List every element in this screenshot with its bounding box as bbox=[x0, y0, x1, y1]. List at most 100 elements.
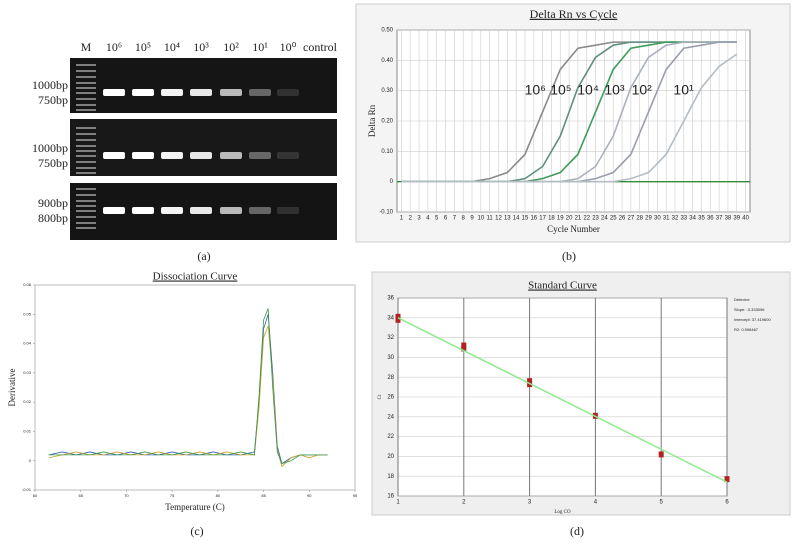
marker-label: 1000bp bbox=[32, 78, 68, 92]
annotation: R2: 0.998467 bbox=[734, 327, 759, 332]
ladder-band bbox=[76, 98, 96, 100]
lane-label: 10¹ bbox=[252, 40, 268, 54]
x-tick-label: 24 bbox=[601, 216, 608, 222]
ladder-band bbox=[76, 227, 96, 229]
x-tick-label: 28 bbox=[636, 216, 643, 222]
y-tick-label: 26 bbox=[387, 395, 394, 401]
y-tick-label: 0.20 bbox=[381, 119, 393, 125]
x-tick-label: 32 bbox=[672, 216, 679, 222]
ladder-band bbox=[76, 150, 96, 152]
sample-band bbox=[132, 152, 154, 159]
ladder-band bbox=[76, 222, 96, 224]
series-label: 10² bbox=[632, 81, 653, 97]
lane-label: M bbox=[81, 40, 92, 54]
sample-band bbox=[220, 152, 242, 159]
y-tick-label: 34 bbox=[387, 315, 394, 321]
x-tick-label: 38 bbox=[725, 216, 732, 222]
x-tick-label: 6 bbox=[444, 216, 448, 222]
y-axis-label: Delta Rn bbox=[367, 104, 377, 137]
ladder-band bbox=[76, 205, 96, 207]
x-tick-label: 39 bbox=[733, 216, 740, 222]
series-line bbox=[401, 53, 738, 183]
sample-band bbox=[190, 89, 212, 96]
series-label: 10⁵ bbox=[550, 81, 571, 97]
marker-label: 1000bp bbox=[32, 141, 68, 155]
sample-band bbox=[249, 207, 271, 214]
x-tick-label: 27 bbox=[628, 216, 635, 222]
sample-band bbox=[220, 207, 242, 214]
ladder-band bbox=[76, 167, 96, 169]
x-tick-label: 9 bbox=[470, 216, 474, 222]
y-tick-label: -0.10 bbox=[379, 210, 393, 216]
sample-band bbox=[161, 152, 183, 159]
x-tick-label: 10 bbox=[477, 216, 484, 222]
sample-band bbox=[277, 89, 299, 96]
ladder-band bbox=[76, 133, 96, 135]
y-tick-label: 0.30 bbox=[381, 88, 393, 94]
y-tick-label: 20 bbox=[387, 454, 394, 460]
x-tick-label: 37 bbox=[716, 216, 723, 222]
marker-label: 750bp bbox=[38, 93, 68, 107]
y-tick-label: 28 bbox=[387, 375, 394, 381]
ladder-band bbox=[76, 145, 96, 147]
lane-label: 10⁶ bbox=[106, 40, 122, 54]
annotation: Slope: -3.333096 bbox=[734, 307, 765, 312]
lane-label: 10⁵ bbox=[135, 40, 151, 54]
sample-band bbox=[103, 152, 125, 159]
ladder-band bbox=[76, 92, 96, 94]
y-axis-label: Ct bbox=[378, 394, 383, 399]
y-tick-label: 0.40 bbox=[381, 58, 393, 64]
x-tick-label: 7 bbox=[453, 216, 457, 222]
ladder-band bbox=[76, 139, 96, 141]
sample-band bbox=[190, 207, 212, 214]
x-tick-label: 5 bbox=[660, 500, 664, 506]
x-tick-label: 8 bbox=[462, 216, 466, 222]
x-tick-label: 25 bbox=[610, 216, 617, 222]
series-label: 10³ bbox=[604, 81, 625, 97]
x-tick-label: 12 bbox=[495, 216, 502, 222]
y-tick-label: 0.10 bbox=[381, 149, 393, 155]
ladder-band bbox=[76, 76, 96, 78]
x-tick-label: 1 bbox=[396, 500, 400, 506]
sample-band bbox=[103, 207, 125, 214]
series-label: 10⁴ bbox=[577, 81, 599, 97]
ladder-band bbox=[76, 64, 96, 66]
ladder-band bbox=[76, 82, 96, 84]
x-tick-label: 90 bbox=[307, 493, 312, 498]
y-tick-label: 36 bbox=[387, 296, 394, 302]
x-tick-label: 23 bbox=[592, 216, 599, 222]
sample-band bbox=[161, 89, 183, 96]
sample-band bbox=[132, 207, 154, 214]
y-axis-label: Derivative bbox=[7, 369, 17, 407]
series-line bbox=[48, 308, 328, 465]
y-tick-label: 18 bbox=[387, 474, 394, 480]
point bbox=[527, 378, 533, 385]
y-tick-label: 24 bbox=[387, 414, 394, 420]
lane-label: 10³ bbox=[193, 40, 209, 54]
ladder-band bbox=[76, 109, 96, 111]
x-tick-label: 4 bbox=[594, 500, 598, 506]
ladder-band bbox=[76, 70, 96, 72]
x-tick-label: 19 bbox=[557, 216, 564, 222]
x-tick-label: 26 bbox=[619, 216, 626, 222]
x-tick-label: 80 bbox=[216, 493, 221, 498]
x-tick-label: 14 bbox=[513, 216, 520, 222]
x-tick-label: 18 bbox=[548, 216, 555, 222]
y-tick-label: 0.04 bbox=[23, 341, 32, 346]
sample-band bbox=[161, 207, 183, 214]
x-tick-label: 40 bbox=[742, 216, 749, 222]
point bbox=[395, 313, 401, 320]
y-tick-label: 32 bbox=[387, 335, 394, 341]
chart-title: Dissociation Curve bbox=[153, 271, 238, 283]
x-tick-label: 29 bbox=[645, 216, 652, 222]
y-tick-label: 0.03 bbox=[23, 370, 32, 375]
x-tick-label: 35 bbox=[698, 216, 705, 222]
x-tick-label: 4 bbox=[426, 216, 430, 222]
y-tick-label: 0.05 bbox=[23, 311, 32, 316]
ladder-band bbox=[76, 210, 96, 212]
lane-label: control bbox=[303, 40, 338, 54]
panel-label: (a) bbox=[197, 249, 210, 263]
plot-area bbox=[34, 284, 356, 491]
y-tick-label: 0 bbox=[390, 179, 394, 185]
